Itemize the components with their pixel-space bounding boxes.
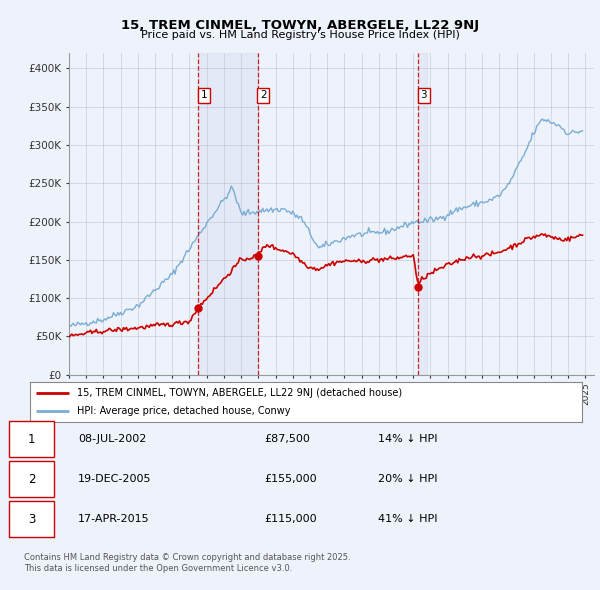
Bar: [199, 53, 258, 375]
Text: £115,000: £115,000: [264, 514, 317, 524]
Text: 08-JUL-2002: 08-JUL-2002: [78, 434, 146, 444]
Text: 1: 1: [28, 433, 35, 446]
FancyBboxPatch shape: [9, 421, 54, 457]
Text: 2: 2: [28, 473, 35, 486]
Text: £87,500: £87,500: [264, 434, 310, 444]
Text: 19-DEC-2005: 19-DEC-2005: [78, 474, 151, 484]
Text: HPI: Average price, detached house, Conwy: HPI: Average price, detached house, Conw…: [77, 406, 290, 416]
Text: Contains HM Land Registry data © Crown copyright and database right 2025.
This d: Contains HM Land Registry data © Crown c…: [24, 553, 350, 573]
Text: 1: 1: [200, 90, 207, 100]
Text: 3: 3: [28, 513, 35, 526]
Text: Price paid vs. HM Land Registry's House Price Index (HPI): Price paid vs. HM Land Registry's House …: [140, 30, 460, 40]
Text: 15, TREM CINMEL, TOWYN, ABERGELE, LL22 9NJ: 15, TREM CINMEL, TOWYN, ABERGELE, LL22 9…: [121, 19, 479, 32]
Text: 2: 2: [260, 90, 266, 100]
Text: 15, TREM CINMEL, TOWYN, ABERGELE, LL22 9NJ (detached house): 15, TREM CINMEL, TOWYN, ABERGELE, LL22 9…: [77, 388, 402, 398]
Text: 3: 3: [421, 90, 427, 100]
FancyBboxPatch shape: [9, 501, 54, 537]
Text: 17-APR-2015: 17-APR-2015: [78, 514, 149, 524]
Bar: [418, 53, 427, 375]
Text: £155,000: £155,000: [264, 474, 317, 484]
Text: 14% ↓ HPI: 14% ↓ HPI: [378, 434, 437, 444]
Text: 20% ↓ HPI: 20% ↓ HPI: [378, 474, 437, 484]
Text: 41% ↓ HPI: 41% ↓ HPI: [378, 514, 437, 524]
FancyBboxPatch shape: [9, 461, 54, 497]
